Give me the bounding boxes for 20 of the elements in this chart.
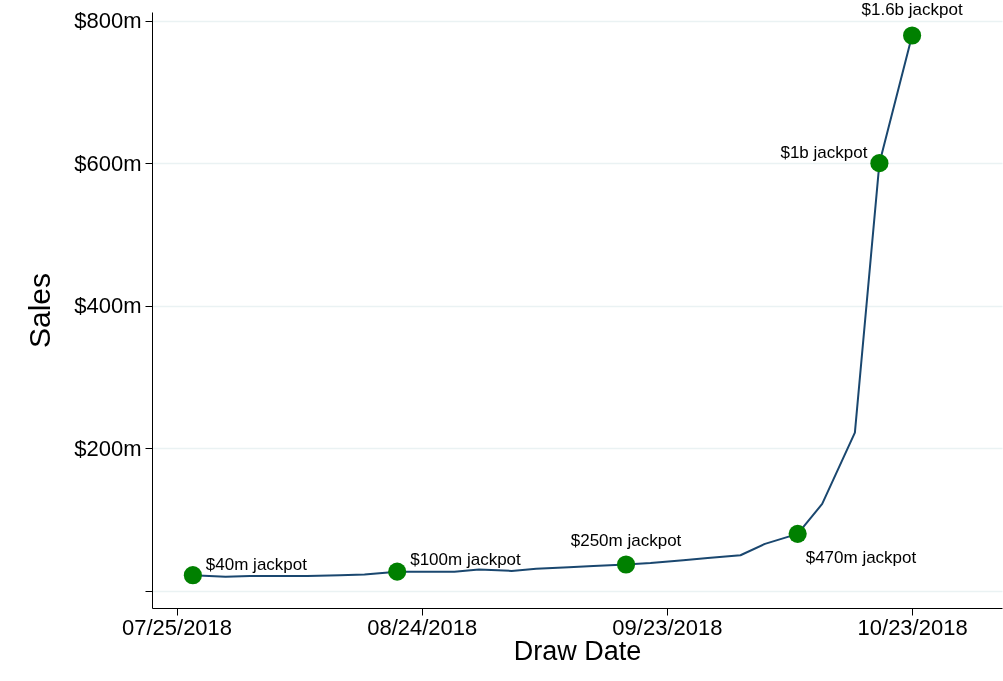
annotation: $1.6b jackpot xyxy=(861,0,963,19)
point xyxy=(870,154,889,173)
point xyxy=(616,555,636,574)
y-tick-label: $800m xyxy=(74,8,142,34)
x-tick-label: 08/24/2018 xyxy=(367,614,478,640)
point xyxy=(388,562,407,581)
point xyxy=(183,566,202,585)
annotation: $1b jackpot xyxy=(780,143,868,163)
point xyxy=(788,524,807,543)
y-tick-label: $400m xyxy=(74,293,142,319)
x-tick-label: 10/23/2018 xyxy=(857,614,968,640)
y-tick-label: $200m xyxy=(74,435,142,461)
y-tick-label: $600m xyxy=(74,150,142,176)
y-axis-title: Sales xyxy=(23,272,57,349)
annotation: $100m jackpot xyxy=(410,549,522,569)
point xyxy=(903,26,922,45)
annotation: $40m jackpot xyxy=(205,555,308,575)
annotation: $250m jackpot xyxy=(570,530,682,550)
annotation: $470m jackpot xyxy=(805,547,917,567)
x-tick-label: 07/25/2018 xyxy=(121,614,233,640)
